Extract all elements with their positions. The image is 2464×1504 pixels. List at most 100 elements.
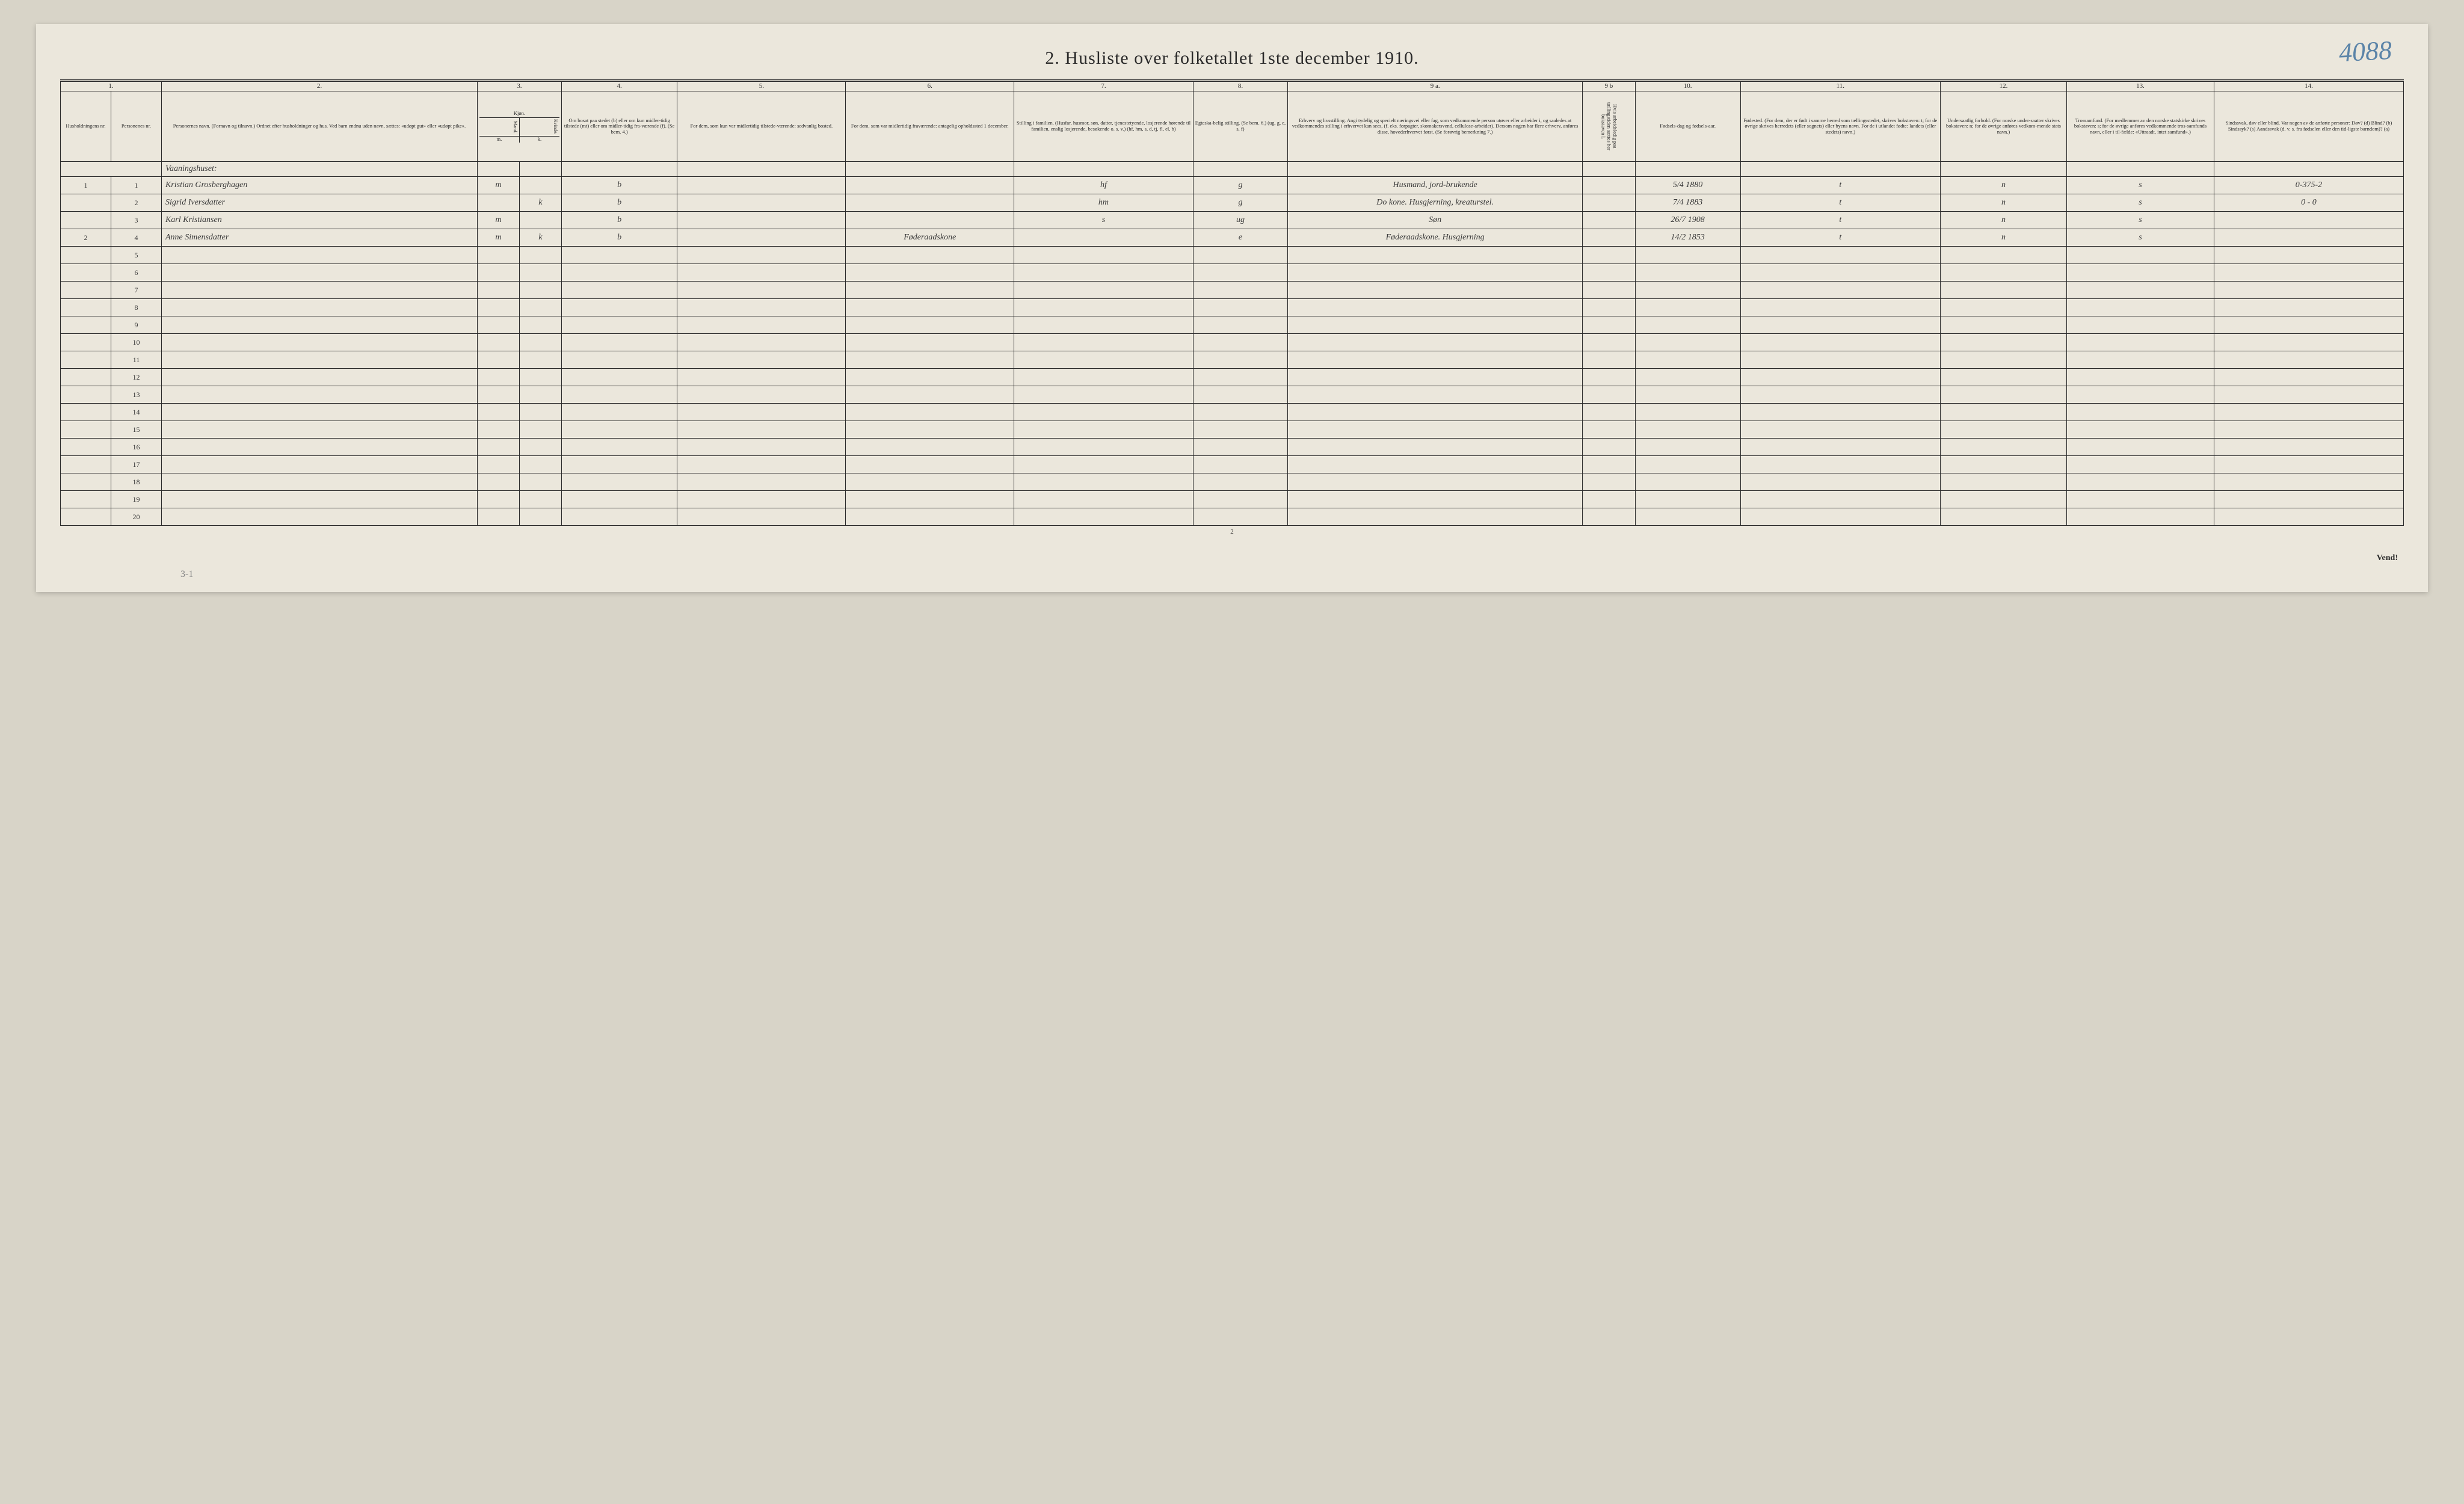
cell	[161, 421, 477, 439]
cell	[519, 282, 561, 299]
cell	[677, 299, 846, 316]
cell	[677, 247, 846, 264]
cell	[1635, 299, 1740, 316]
cell	[2066, 473, 2214, 491]
cell: 18	[111, 473, 161, 491]
col-num: 8.	[1193, 82, 1287, 91]
cell	[61, 386, 111, 404]
cell	[1740, 439, 1940, 456]
col-sex-m-abbr: m.	[479, 137, 520, 143]
cell	[1288, 351, 1583, 369]
cell	[161, 247, 477, 264]
cell	[1193, 351, 1287, 369]
cell	[2214, 456, 2403, 473]
cell	[846, 386, 1014, 404]
cell: Do kone. Husgjerning, kreaturstel.	[1288, 194, 1583, 212]
cell	[1014, 386, 1193, 404]
census-page: 4088 2. Husliste over folketallet 1ste d…	[36, 24, 2428, 592]
col-stilling-fam: Stilling i familien. (Husfar, husmor, sø…	[1014, 91, 1193, 162]
table-row-empty: 14	[61, 404, 2404, 421]
cell	[1014, 491, 1193, 508]
col-sex-k: Kvinde.	[520, 118, 559, 136]
cell: Søn	[1288, 212, 1583, 229]
cell	[61, 439, 111, 456]
cell	[161, 369, 477, 386]
cell	[1288, 421, 1583, 439]
cell	[561, 439, 677, 456]
cell	[477, 456, 519, 473]
cell	[61, 351, 111, 369]
cell	[1740, 351, 1940, 369]
cell: 2	[61, 229, 111, 247]
cell	[677, 386, 846, 404]
cell: Kristian Grosberghagen	[161, 177, 477, 194]
cell	[846, 369, 1014, 386]
cell	[161, 508, 477, 526]
cell	[1941, 282, 2067, 299]
cell	[846, 282, 1014, 299]
cell	[561, 316, 677, 334]
cell	[61, 369, 111, 386]
cell	[846, 491, 1014, 508]
cell	[677, 421, 846, 439]
column-number-row: 1.2.3.4.5.6.7.8.9 a.9 b10.11.12.13.14.	[61, 82, 2404, 91]
cell	[519, 404, 561, 421]
cell	[1583, 404, 1635, 421]
cell	[1193, 386, 1287, 404]
cell: 5	[111, 247, 161, 264]
cell	[1941, 456, 2067, 473]
cell: n	[1941, 229, 2067, 247]
cell	[2214, 316, 2403, 334]
cell	[1635, 456, 1740, 473]
cell	[1583, 229, 1635, 247]
cell	[561, 473, 677, 491]
cell	[519, 212, 561, 229]
cell	[846, 334, 1014, 351]
cell	[1288, 247, 1583, 264]
col-egteskap: Egteska-belig stilling. (Se bem. 6.) (ug…	[1193, 91, 1287, 162]
cell: 20	[111, 508, 161, 526]
cell	[1193, 334, 1287, 351]
col-num: 6.	[846, 82, 1014, 91]
cell	[1740, 316, 1940, 334]
cell	[846, 264, 1014, 282]
col-num: 3.	[477, 82, 561, 91]
cell	[2066, 456, 2214, 473]
table-row-empty: 19	[61, 491, 2404, 508]
cell	[1740, 386, 1940, 404]
cell: b	[561, 177, 677, 194]
cell	[1635, 351, 1740, 369]
cell	[1635, 334, 1740, 351]
cell	[477, 508, 519, 526]
footer-vend: Vend!	[60, 553, 2404, 563]
cell	[1193, 491, 1287, 508]
cell: 7/4 1883	[1635, 194, 1740, 212]
page-title: 2. Husliste over folketallet 1ste decemb…	[60, 48, 2404, 69]
cell	[677, 282, 846, 299]
table-row-empty: 10	[61, 334, 2404, 351]
cell: n	[1941, 177, 2067, 194]
cell	[2214, 421, 2403, 439]
cell	[1740, 473, 1940, 491]
cell	[677, 264, 846, 282]
cell	[477, 439, 519, 456]
cell: t	[1740, 212, 1940, 229]
cell: 13	[111, 386, 161, 404]
cell: ug	[1193, 212, 1287, 229]
cell	[1193, 404, 1287, 421]
cell	[1635, 473, 1740, 491]
cell: Sigrid Iversdatter	[161, 194, 477, 212]
cell	[1583, 316, 1635, 334]
cell	[161, 334, 477, 351]
cell	[1583, 299, 1635, 316]
cell	[1288, 473, 1583, 491]
cell	[1288, 386, 1583, 404]
cell	[477, 473, 519, 491]
cell: 10	[111, 334, 161, 351]
cell: Karl Kristiansen	[161, 212, 477, 229]
cell	[1941, 439, 2067, 456]
cell	[846, 351, 1014, 369]
table-row-empty: 12	[61, 369, 2404, 386]
col-sex-k-abbr: k.	[520, 137, 559, 143]
cell	[519, 508, 561, 526]
